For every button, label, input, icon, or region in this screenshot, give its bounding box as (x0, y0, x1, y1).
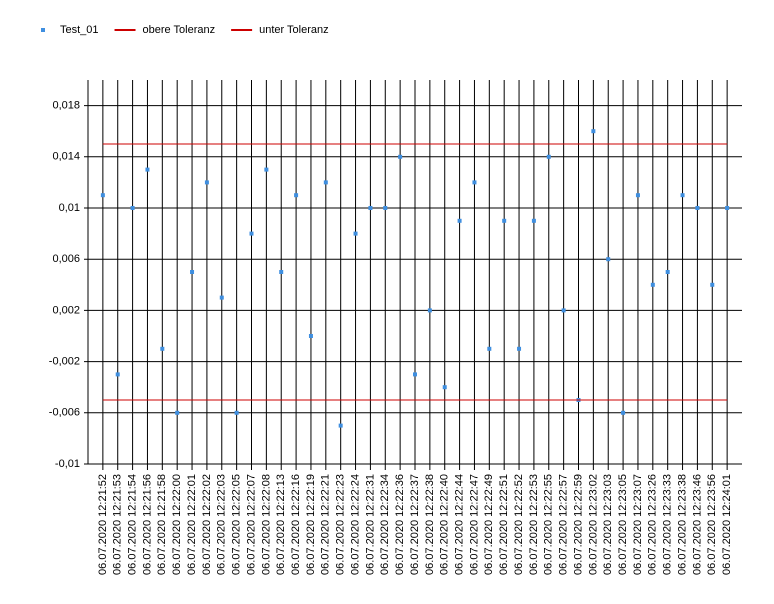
data-point (279, 270, 284, 274)
data-point (442, 385, 447, 390)
data-point (204, 180, 209, 185)
data-point (219, 295, 224, 300)
x-tick-label: 06.07.2020 12:22:02 (201, 474, 213, 575)
x-tick-label: 06.07.2020 12:24:01 (721, 474, 733, 575)
data-point (338, 423, 343, 428)
x-tick-label: 06.07.2020 12:22:57 (558, 474, 570, 575)
data-point (130, 206, 135, 210)
x-tick-label: 06.07.2020 12:22:55 (543, 474, 555, 575)
x-tick-label: 06.07.2020 12:22:23 (335, 474, 347, 575)
data-point (323, 180, 328, 185)
x-tick-label: 06.07.2020 12:21:53 (112, 474, 124, 575)
y-tick-label: 0,014 (52, 151, 80, 163)
y-tick-label: 0,006 (52, 253, 80, 265)
x-tick-label: 06.07.2020 12:21:52 (97, 474, 109, 575)
data-point (383, 206, 388, 210)
x-tick-label: 06.07.2020 12:22:37 (409, 474, 421, 575)
x-tick-label: 06.07.2020 12:22:03 (216, 474, 228, 575)
x-tick-label: 06.07.2020 12:22:51 (498, 474, 510, 575)
data-point (621, 410, 626, 415)
legend-label: Test_01 (60, 24, 99, 36)
x-tick-label: 06.07.2020 12:23:05 (617, 474, 629, 575)
data-point (531, 218, 536, 223)
x-tick-label: 06.07.2020 12:23:56 (706, 474, 718, 575)
data-point (427, 308, 432, 313)
data-point (725, 206, 730, 210)
x-tick-label: 06.07.2020 12:22:31 (364, 474, 376, 575)
data-point (606, 257, 611, 262)
y-tick-label: -0,01 (55, 458, 80, 470)
data-point (368, 206, 373, 210)
data-point (175, 410, 180, 415)
data-point (294, 193, 299, 198)
data-point (457, 218, 462, 223)
data-point (249, 231, 254, 236)
data-point (145, 167, 150, 172)
x-tick-label: 06.07.2020 12:22:52 (513, 474, 525, 575)
x-tick-label: 06.07.2020 12:23:03 (602, 474, 614, 575)
x-tick-label: 06.07.2020 12:23:26 (647, 474, 659, 575)
x-tick-label: 06.07.2020 12:23:02 (587, 474, 599, 575)
data-point (398, 154, 403, 159)
data-point (353, 231, 358, 236)
data-point (160, 346, 165, 351)
data-point (115, 372, 120, 377)
x-tick-label: 06.07.2020 12:22:24 (349, 474, 361, 575)
x-tick-label: 06.07.2020 12:22:36 (394, 474, 406, 575)
x-tick-label: 06.07.2020 12:22:47 (468, 474, 480, 575)
data-point (308, 334, 313, 338)
legend-label: unter Toleranz (259, 24, 329, 36)
data-point (472, 180, 477, 185)
x-tick-label: 06.07.2020 12:22:21 (320, 474, 332, 575)
x-tick-label: 06.07.2020 12:21:54 (126, 474, 138, 575)
x-tick-label: 06.07.2020 12:22:00 (171, 474, 183, 575)
x-tick-label: 06.07.2020 12:22:05 (231, 474, 243, 575)
legend-label: obere Toleranz (143, 24, 216, 36)
x-tick-label: 06.07.2020 12:22:59 (572, 474, 584, 575)
data-point (100, 193, 105, 198)
data-point (650, 282, 655, 287)
x-tick-label: 06.07.2020 12:23:46 (691, 474, 703, 575)
data-point (546, 154, 551, 159)
y-tick-label: 0,018 (52, 100, 80, 112)
x-tick-label: 06.07.2020 12:22:01 (186, 474, 198, 575)
x-tick-label: 06.07.2020 12:22:16 (290, 474, 302, 575)
y-tick-label: 0,002 (52, 304, 80, 316)
data-point (591, 129, 596, 134)
data-point (710, 282, 715, 287)
x-tick-label: 06.07.2020 12:22:07 (245, 474, 257, 575)
data-point (264, 167, 269, 172)
y-tick-label: 0,01 (59, 202, 80, 214)
data-point (502, 218, 507, 223)
data-point (234, 410, 239, 415)
data-point (413, 372, 417, 377)
y-tick-label: -0,006 (49, 407, 80, 419)
data-point (635, 193, 640, 198)
data-point (487, 346, 492, 351)
data-point (190, 270, 195, 274)
x-tick-label: 06.07.2020 12:22:38 (424, 474, 436, 575)
x-tick-label: 06.07.2020 12:21:58 (156, 474, 168, 575)
x-tick-label: 06.07.2020 12:22:34 (379, 474, 391, 575)
x-tick-label: 06.07.2020 12:22:40 (439, 474, 451, 575)
x-tick-label: 06.07.2020 12:23:33 (662, 474, 674, 575)
x-tick-label: 06.07.2020 12:22:19 (305, 474, 317, 575)
data-point (517, 346, 522, 351)
x-tick-label: 06.07.2020 12:23:38 (676, 474, 688, 575)
x-tick-label: 06.07.2020 12:22:13 (275, 474, 287, 575)
x-tick-label: 06.07.2020 12:21:56 (141, 474, 153, 575)
x-tick-label: 06.07.2020 12:22:49 (483, 474, 495, 575)
data-point (680, 193, 685, 198)
x-tick-label: 06.07.2020 12:22:44 (453, 474, 465, 575)
x-tick-label: 06.07.2020 12:22:53 (528, 474, 540, 575)
legend-marker (41, 28, 45, 32)
data-point (665, 270, 670, 274)
x-tick-label: 06.07.2020 12:23:07 (632, 474, 644, 575)
data-point (695, 206, 700, 210)
y-tick-label: -0,002 (49, 356, 80, 368)
data-point (561, 308, 566, 313)
x-tick-label: 06.07.2020 12:22:08 (260, 474, 272, 575)
